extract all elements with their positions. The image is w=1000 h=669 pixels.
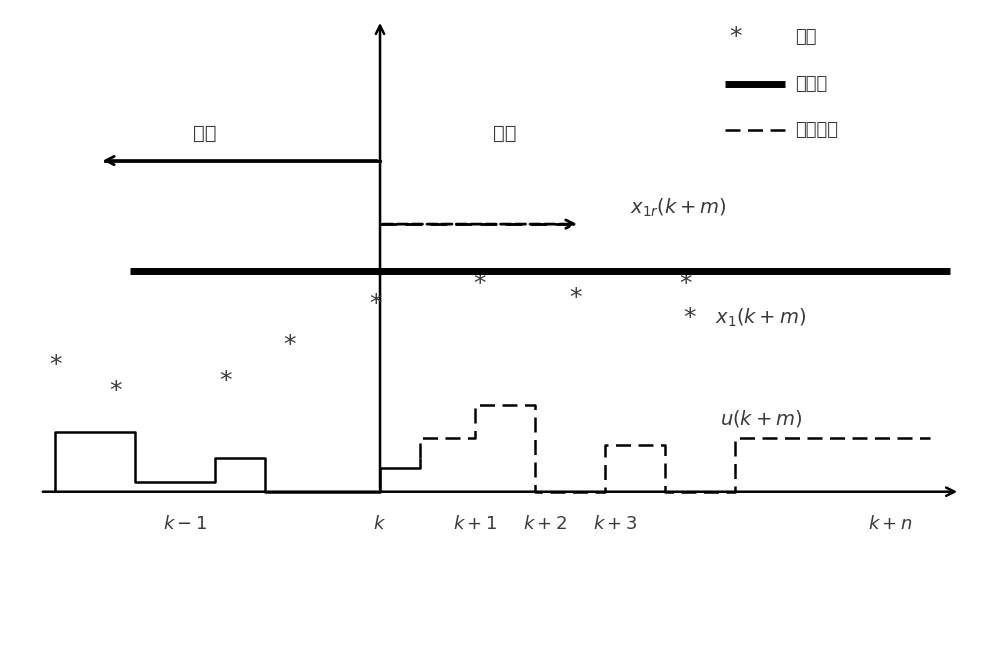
Text: 历史: 历史 <box>193 124 217 143</box>
Text: *: * <box>369 292 381 316</box>
Text: *: * <box>109 379 121 403</box>
Text: *: * <box>679 272 691 296</box>
Text: *: * <box>474 272 486 296</box>
Text: *: * <box>219 369 231 393</box>
Text: 参考值: 参考值 <box>795 75 827 92</box>
Text: 未来: 未来 <box>493 124 517 143</box>
Text: $k+3$: $k+3$ <box>593 515 637 533</box>
Text: $k+1$: $k+1$ <box>453 515 497 533</box>
Text: $x_1(k+m)$: $x_1(k+m)$ <box>715 306 806 329</box>
Text: $k$: $k$ <box>373 515 387 533</box>
Text: 输出: 输出 <box>795 28 816 45</box>
Text: *: * <box>49 353 61 377</box>
Text: $k+2$: $k+2$ <box>523 515 567 533</box>
Text: *: * <box>729 25 741 49</box>
Text: $k+n$: $k+n$ <box>868 515 912 533</box>
Text: *: * <box>684 306 696 330</box>
Text: $k-1$: $k-1$ <box>163 515 207 533</box>
Text: 未来动作: 未来动作 <box>795 122 838 139</box>
Text: *: * <box>569 286 581 310</box>
Text: $x_{1r}(k+m)$: $x_{1r}(k+m)$ <box>630 196 727 219</box>
Text: *: * <box>284 332 296 357</box>
Text: $u(k+m)$: $u(k+m)$ <box>720 407 802 429</box>
